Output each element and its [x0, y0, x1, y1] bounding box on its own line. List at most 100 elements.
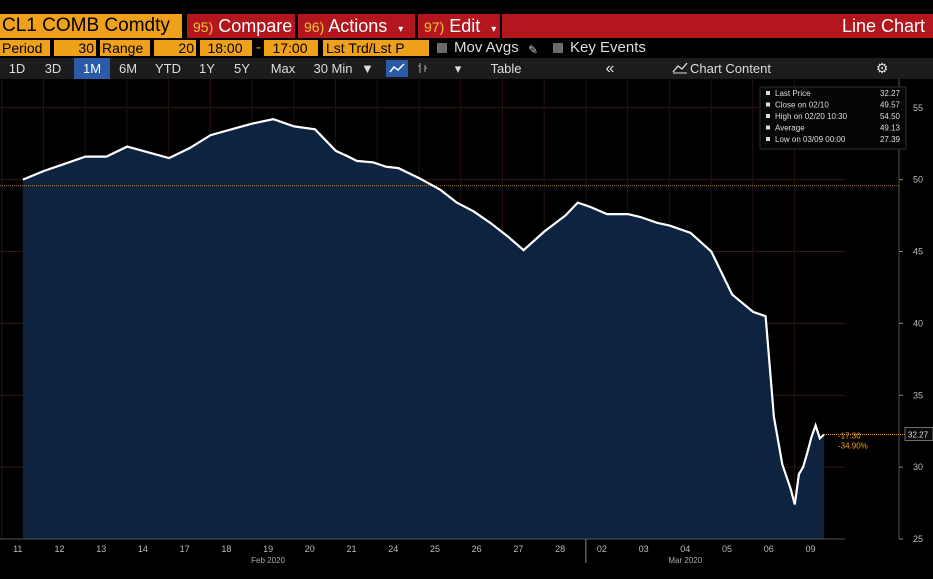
price-chart[interactable]: 25 30 35 40 45 50 55 11 12 13 14 17 18 19 20 21 24 25 26 2…	[0, 79, 933, 579]
x-tick-label: 19	[263, 544, 273, 554]
x-tick-label: 17	[180, 544, 190, 554]
chart-type-title: Line Chart	[502, 14, 933, 38]
x-tick-label: 02	[597, 544, 607, 554]
start-time-input[interactable]: 18:00	[200, 40, 252, 56]
edit-button[interactable]: 97) Edit ▾	[418, 14, 500, 38]
end-time-input[interactable]: 17:00	[264, 40, 318, 56]
range-input[interactable]: 20	[154, 40, 196, 56]
x-tick-label: 12	[54, 544, 64, 554]
pencil-icon[interactable]: ✎	[528, 43, 539, 57]
legend-value: 54.50	[880, 112, 901, 121]
x-tick-label: 25	[430, 544, 440, 554]
interval-select[interactable]: 30 Min	[313, 61, 353, 76]
line-chart-icon[interactable]	[386, 60, 408, 77]
tab-ytd[interactable]: YTD	[155, 61, 181, 76]
change-pct-label: -34.90%	[838, 441, 868, 450]
legend-label: Close on 02/10	[775, 101, 829, 110]
chevron-down-icon: ▾	[491, 24, 497, 35]
key-events-label: Key Events	[570, 39, 646, 56]
x-tick-label: 26	[472, 544, 482, 554]
price-area	[22, 119, 824, 539]
chevron-down-icon[interactable]: ▼	[361, 61, 374, 76]
x-tick-label: 21	[347, 544, 357, 554]
x-tick-label: 24	[388, 544, 398, 554]
y-tick-label: 55	[913, 103, 923, 113]
key-events-checkbox[interactable]	[553, 43, 563, 53]
y-tick-label: 30	[913, 462, 923, 472]
legend-label: High on 02/20 10:30	[775, 112, 848, 121]
mov-avgs-checkbox[interactable]	[437, 43, 447, 53]
x-tick-label: 27	[513, 544, 523, 554]
collapse-left-icon[interactable]: «	[605, 60, 615, 77]
edit-label: Edit	[449, 16, 481, 36]
y-tick-label: 25	[913, 534, 923, 544]
range-label: Range	[100, 40, 150, 56]
x-tick-label: 18	[221, 544, 231, 554]
tab-1m[interactable]: 1M	[74, 58, 110, 79]
y-axis: 25 30 35 40 45 50 55	[898, 79, 923, 544]
x-axis: 11 12 13 14 17 18 19 20 21 24 25 26 27 28 02 03 04 05 06 09…	[0, 538, 845, 565]
table-button[interactable]: Table	[490, 61, 522, 76]
chart-content-button[interactable]: Chart Content	[690, 61, 771, 76]
x-tick-label: 05	[722, 544, 732, 554]
title-bar: CL1 COMB Comdty 95) Compare 96) Actions …	[0, 0, 933, 38]
tab-max[interactable]: Max	[270, 61, 296, 76]
legend-swatch	[766, 102, 770, 107]
legend-swatch	[766, 137, 770, 141]
y-tick-label: 35	[913, 390, 923, 400]
chevron-down-icon[interactable]: ▾	[454, 61, 462, 76]
y-tick-label: 45	[913, 247, 923, 257]
bar-chart-icon[interactable]	[414, 60, 432, 77]
x-tick-label: 09	[805, 544, 815, 554]
y-tick-label: 50	[913, 175, 923, 185]
compare-button[interactable]: 95) Compare	[187, 14, 295, 38]
x-tick-label: 06	[764, 544, 774, 554]
legend-swatch	[766, 114, 770, 118]
legend-value: 49.57	[880, 101, 901, 110]
price-field-select[interactable]: Lst Trd/Lst P	[323, 40, 429, 56]
price-line	[22, 118, 825, 505]
chart-content-icon[interactable]	[670, 60, 690, 77]
time-separator: -	[256, 39, 261, 56]
security-ticker[interactable]: CL1 COMB Comdty	[0, 14, 182, 38]
tab-5y[interactable]: 5Y	[234, 61, 250, 76]
legend-label: Low on 03/09 00:00	[775, 135, 846, 144]
legend-label: Average	[775, 124, 805, 133]
mov-avgs-label: Mov Avgs	[454, 39, 519, 56]
legend-swatch	[766, 91, 770, 95]
x-tick-label: 20	[305, 544, 315, 554]
x-tick-label: 13	[96, 544, 106, 554]
chevron-down-icon: ▾	[398, 24, 404, 35]
edit-number: 97)	[424, 19, 445, 35]
tab-1d[interactable]: 1D	[8, 61, 26, 76]
actions-label: Actions	[328, 16, 388, 36]
x-month-label: Feb 2020	[251, 556, 285, 565]
legend-swatch	[766, 125, 770, 130]
period-input[interactable]: 30	[54, 40, 96, 56]
period-bar: Period 30 Range 20 18:00 - 17:00 Lst Trd…	[0, 38, 933, 58]
last-price-label: 32.27	[908, 430, 929, 439]
x-tick-label: 03	[639, 544, 649, 554]
tab-6m[interactable]: 6M	[118, 61, 138, 76]
last-price-marker: 32.27 -17.30 -34.90%	[823, 427, 933, 450]
actions-button[interactable]: 96) Actions ▾	[298, 14, 415, 38]
legend-value: 32.27	[880, 89, 901, 98]
period-label: Period	[0, 40, 50, 56]
tab-bar: 1D 3D 1M 6M YTD 1Y 5Y Max 30 Min ▼ ▾ Tab…	[0, 58, 933, 79]
legend-value: 27.39	[880, 135, 901, 144]
x-tick-label: 11	[13, 544, 22, 554]
legend-value: 49.13	[880, 124, 901, 133]
gear-icon[interactable]: ⚙	[875, 60, 889, 76]
x-tick-label: 28	[555, 544, 565, 554]
compare-number: 95)	[193, 19, 214, 35]
tab-3d[interactable]: 3D	[44, 61, 62, 76]
tab-1y[interactable]: 1Y	[199, 61, 215, 76]
actions-number: 96)	[304, 19, 325, 35]
x-tick-label: 14	[138, 544, 148, 554]
x-tick-label: 04	[680, 544, 690, 554]
change-abs-label: -17.30	[838, 431, 861, 440]
compare-label: Compare	[218, 16, 293, 36]
x-month-label: Mar 2020	[668, 556, 702, 565]
y-tick-label: 40	[913, 318, 923, 328]
legend-label: Last Price	[775, 89, 811, 98]
